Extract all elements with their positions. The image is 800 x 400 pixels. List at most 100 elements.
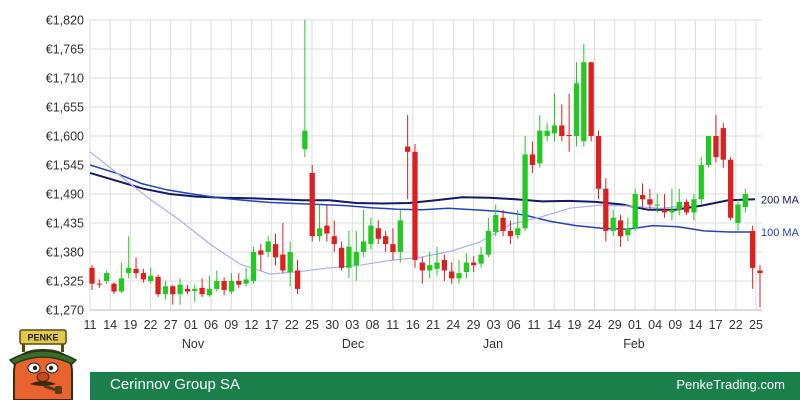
mascot-sign-text: PENKE	[27, 333, 58, 343]
x-tick-label: 27	[164, 318, 178, 332]
moving-averages	[89, 151, 756, 275]
x-tick-label: 12	[245, 318, 259, 332]
x-tick-label: 29	[608, 318, 622, 332]
x-tick-label: 14	[547, 318, 561, 332]
x-tick-label: 03	[487, 318, 501, 332]
candle-body	[199, 287, 205, 295]
candle-body	[184, 288, 191, 292]
candle-body	[529, 154, 536, 165]
x-tick-label: 24	[588, 318, 602, 332]
x-tick-label: 11	[528, 318, 541, 332]
x-tick-label: 16	[406, 318, 420, 332]
x-tick-label: 09	[668, 318, 682, 332]
candle-body	[192, 288, 198, 292]
candle-body	[434, 262, 440, 269]
x-tick-label: 25	[305, 318, 319, 332]
candle-body	[221, 281, 227, 290]
x-tick-label: 24	[446, 318, 460, 332]
candle-body	[676, 201, 682, 210]
candle-body	[698, 165, 704, 200]
x-tick-label: 22	[285, 318, 299, 332]
candle-body	[170, 286, 176, 295]
candle-body	[735, 204, 741, 223]
company-name: Cerinnov Group SA	[110, 376, 241, 393]
candle-body	[228, 281, 235, 292]
candlesticks	[89, 20, 763, 308]
x-tick-label: 01	[184, 318, 198, 332]
candle-body	[346, 246, 352, 268]
x-tick-label: 11	[84, 318, 97, 332]
x-tick-label: 09	[224, 318, 238, 332]
site-link[interactable]: PenkeTrading.com	[676, 377, 785, 392]
x-tick-label: 14	[689, 318, 703, 332]
candle-body	[111, 283, 117, 292]
candle-body	[493, 215, 499, 232]
candle-body	[397, 220, 403, 252]
candle-body	[206, 288, 213, 296]
month-label: Nov	[182, 337, 205, 351]
moving-average-line	[89, 164, 755, 233]
candle-body	[713, 136, 719, 158]
candle-body	[382, 236, 389, 245]
candle-body	[654, 204, 660, 206]
candle-body	[566, 134, 572, 136]
moving-average-label: 100 MA	[761, 227, 800, 239]
candle-body	[720, 128, 726, 160]
candle-body	[324, 225, 330, 234]
grid	[89, 19, 762, 311]
candle-body	[309, 172, 315, 237]
candle-body	[360, 241, 367, 252]
moving-average-line	[89, 151, 691, 275]
y-tick-label: €1,325	[46, 275, 84, 289]
candle-body	[427, 265, 433, 271]
y-tick-label: €1,600	[46, 130, 84, 144]
x-tick-label: 25	[749, 318, 763, 332]
candle-body	[302, 130, 308, 150]
candle-body	[595, 136, 602, 189]
month-label: Jan	[483, 337, 503, 351]
candle-body	[287, 252, 293, 273]
candle-body	[669, 209, 675, 213]
candle-body	[471, 262, 477, 266]
moving-average-label: 200 MA	[761, 194, 800, 206]
candle-body	[126, 267, 132, 274]
candle-body	[250, 252, 257, 281]
candle-body	[581, 62, 587, 142]
candle-body	[617, 220, 624, 237]
candle-body	[485, 230, 492, 255]
x-tick-label: 19	[123, 318, 137, 332]
x-tick-label: 22	[729, 318, 743, 332]
candle-body	[449, 271, 455, 279]
x-tick-label: 17	[709, 318, 723, 332]
candle-body	[338, 247, 345, 268]
x-tick-label: 11	[386, 318, 399, 332]
x-axis-ticks: 11 14 19 22 27 01 06 09 12 17 22 25 30 03 08 11 16 21 24 29…	[84, 318, 763, 332]
candle-body	[661, 209, 668, 213]
candle-body	[368, 225, 374, 245]
candle-body	[647, 199, 653, 205]
candle-body	[353, 252, 359, 266]
y-tick-label: €1,655	[46, 101, 84, 115]
candle-body	[537, 130, 543, 164]
candle-body	[155, 276, 161, 295]
x-tick-label: 30	[325, 318, 339, 332]
candle-body	[691, 199, 697, 213]
x-tick-label: 03	[345, 318, 359, 332]
candle-body	[375, 228, 381, 239]
candle-body	[272, 244, 279, 258]
candle-body	[603, 188, 609, 231]
month-label: Feb	[623, 337, 645, 351]
candle-body	[331, 236, 337, 245]
candle-body	[419, 262, 425, 271]
y-tick-label: €1,765	[46, 43, 84, 57]
candle-body	[632, 194, 638, 229]
x-tick-label: 14	[103, 318, 117, 332]
candle-body	[177, 284, 183, 295]
x-tick-label: 06	[204, 318, 218, 332]
candle-body	[683, 201, 690, 213]
y-tick-label: €1,380	[46, 246, 84, 260]
candle-body	[478, 254, 484, 264]
moving-average-line	[89, 171, 756, 211]
candle-body	[280, 254, 286, 271]
candle-body	[551, 125, 558, 134]
